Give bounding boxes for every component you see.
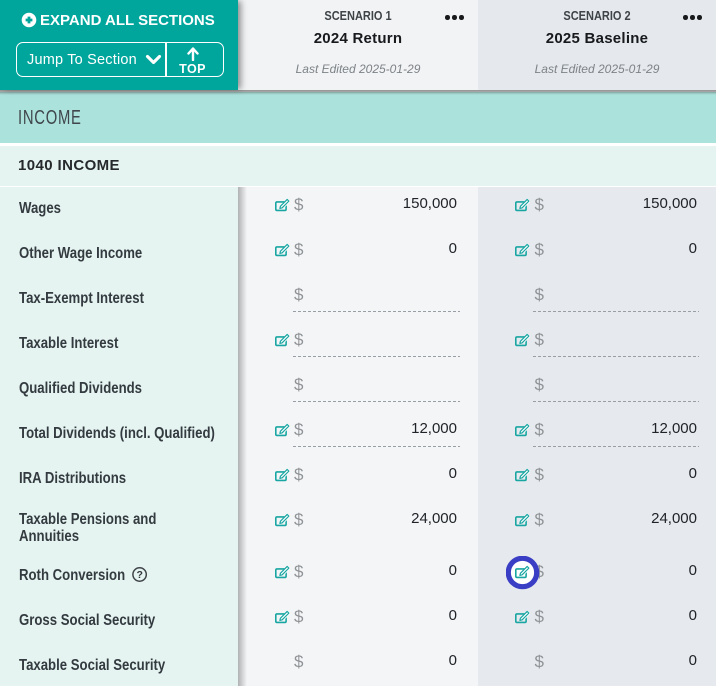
svg-text:?: ? xyxy=(136,569,142,581)
